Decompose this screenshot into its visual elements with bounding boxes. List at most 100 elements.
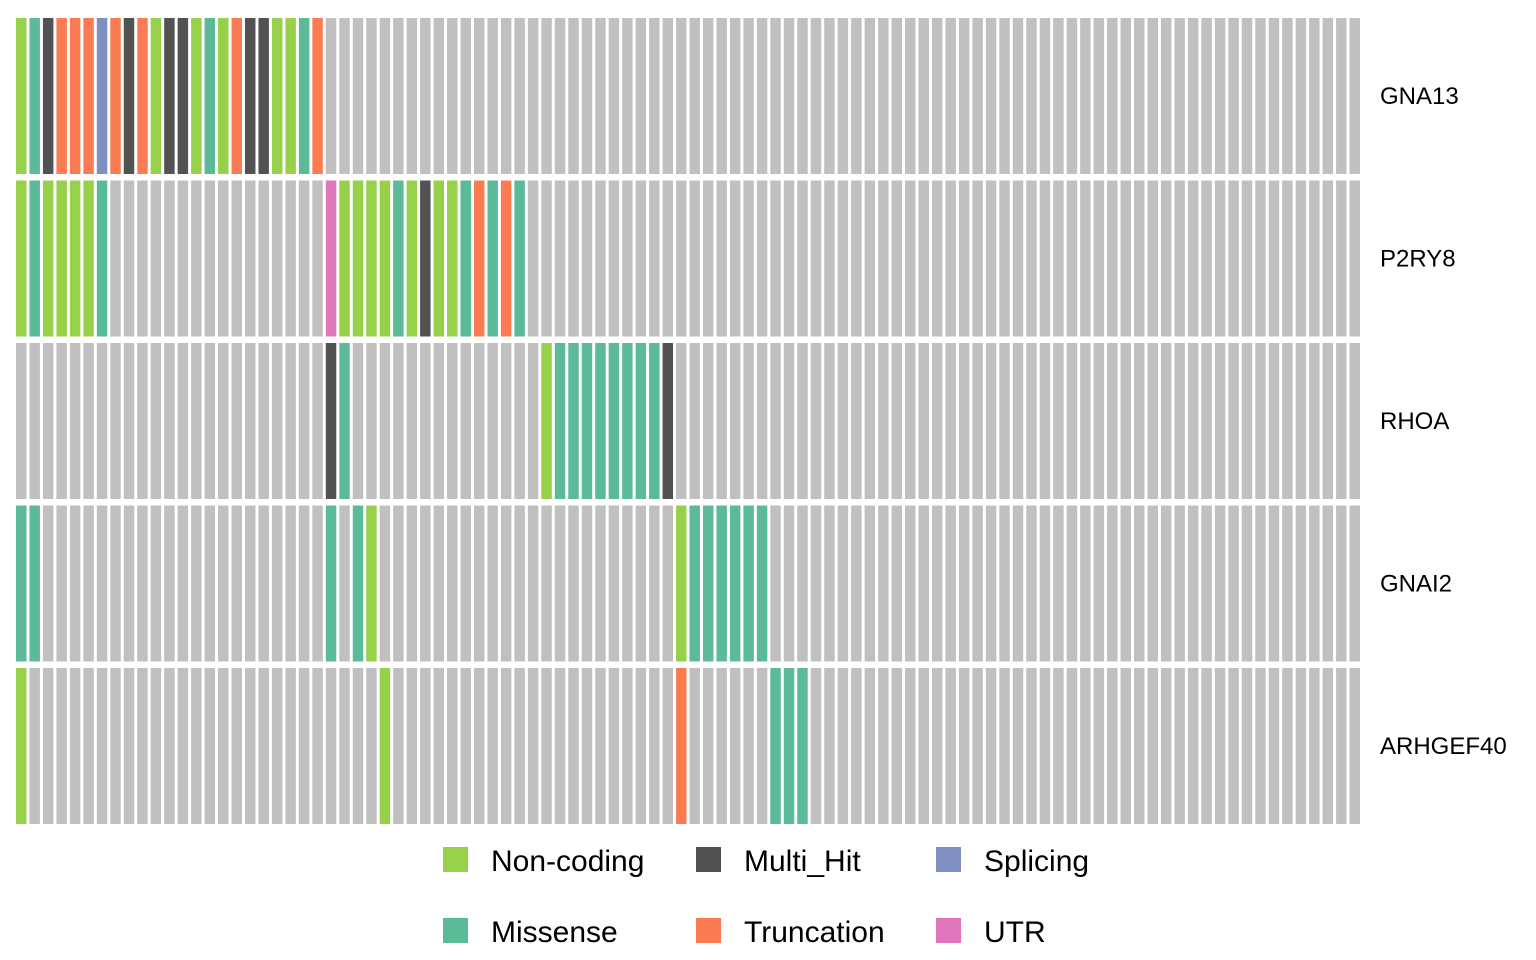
tile-gna13-7: [96, 18, 108, 174]
tile-gna13-89: [1201, 18, 1212, 174]
tile-p2ry8-99: [1336, 180, 1347, 337]
tile-gna13-55: [743, 18, 754, 174]
tile-p2ry8-65: [878, 180, 889, 337]
tile-gna13-72: [972, 18, 983, 174]
tile-arhgef40-40: [541, 668, 552, 824]
tile-rhoa-58: [783, 343, 795, 499]
tile-gnai2-32: [433, 505, 445, 662]
tile-arhgef40-95: [1282, 668, 1293, 824]
tile-p2ry8-76: [1026, 180, 1037, 337]
tile-rhoa-11: [150, 343, 162, 499]
tile-p2ry8-80: [1080, 180, 1091, 337]
tile-gna13-36: [487, 18, 498, 174]
tile-gna13-59: [797, 18, 808, 174]
tile-p2ry8-50: [676, 180, 687, 337]
tile-gna13-28: [379, 18, 391, 174]
tile-rhoa-20: [271, 343, 283, 499]
tile-p2ry8-45: [608, 180, 620, 337]
tile-gna13-14: [191, 18, 202, 174]
tile-p2ry8-1: [16, 180, 27, 337]
tile-gnai2-23: [312, 505, 323, 662]
tile-arhgef40-9: [123, 668, 135, 824]
tile-gna13-43: [581, 18, 593, 174]
tile-gna13-81: [1093, 18, 1105, 174]
tile-gnai2-64: [864, 505, 876, 662]
tile-gna13-27: [366, 18, 377, 174]
tile-gnai2-25: [339, 505, 350, 662]
tile-arhgef40-76: [1026, 668, 1037, 824]
tile-arhgef40-26: [352, 668, 364, 824]
tile-rhoa-68: [918, 343, 929, 499]
tile-arhgef40-15: [204, 668, 216, 824]
tile-arhgef40-32: [433, 668, 445, 824]
tile-rhoa-19: [258, 343, 269, 499]
tile-arhgef40-44: [595, 668, 606, 824]
tile-p2ry8-78: [1053, 180, 1064, 337]
tile-p2ry8-8: [110, 180, 121, 337]
tile-p2ry8-62: [837, 180, 849, 337]
tile-arhgef40-62: [837, 668, 849, 824]
tile-arhgef40-49: [662, 668, 674, 824]
tile-arhgef40-97: [1309, 668, 1320, 824]
tile-p2ry8-97: [1309, 180, 1320, 337]
tile-gna13-53: [716, 18, 727, 174]
tile-p2ry8-27: [366, 180, 377, 337]
tile-arhgef40-41: [554, 668, 566, 824]
tile-arhgef40-52: [702, 668, 714, 824]
gene-label-rhoa: RHOA: [1380, 408, 1449, 435]
tile-rhoa-95: [1282, 343, 1293, 499]
tile-gnai2-94: [1268, 505, 1280, 662]
tile-rhoa-13: [177, 343, 189, 499]
tile-p2ry8-53: [716, 180, 727, 337]
tile-p2ry8-60: [810, 180, 822, 337]
tile-gnai2-55: [743, 505, 754, 662]
tile-rhoa-26: [352, 343, 364, 499]
tile-p2ry8-54: [729, 180, 741, 337]
tile-arhgef40-12: [164, 668, 175, 824]
tile-rhoa-81: [1093, 343, 1105, 499]
tile-gnai2-73: [985, 505, 997, 662]
gene-label-gna13: GNA13: [1380, 83, 1459, 110]
tile-p2ry8-5: [69, 180, 81, 337]
tile-p2ry8-37: [500, 180, 512, 337]
tile-gnai2-70: [945, 505, 956, 662]
tile-p2ry8-68: [918, 180, 929, 337]
tile-gna13-98: [1322, 18, 1334, 174]
tile-arhgef40-70: [945, 668, 956, 824]
legend-swatch-splicing: [936, 847, 961, 872]
tile-p2ry8-81: [1093, 180, 1105, 337]
gene-label-arhgef40: ARHGEF40: [1380, 733, 1507, 760]
tile-gnai2-71: [958, 505, 970, 662]
tile-arhgef40-69: [931, 668, 943, 824]
tile-gna13-50: [676, 18, 687, 174]
tile-arhgef40-67: [905, 668, 916, 824]
tile-p2ry8-87: [1174, 180, 1185, 337]
tile-arhgef40-58: [783, 668, 795, 824]
tile-arhgef40-29: [393, 668, 404, 824]
tile-gna13-17: [231, 18, 242, 174]
tile-gna13-15: [204, 18, 216, 174]
tile-rhoa-46: [622, 343, 633, 499]
tile-rhoa-30: [406, 343, 418, 499]
tile-gnai2-26: [352, 505, 364, 662]
tile-gnai2-44: [595, 505, 606, 662]
tile-gna13-8: [110, 18, 121, 174]
tile-gna13-52: [702, 18, 714, 174]
legend-label-utr: UTR: [984, 916, 1046, 949]
tile-gna13-1: [16, 18, 27, 174]
tile-gna13-82: [1107, 18, 1118, 174]
tile-arhgef40-23: [312, 668, 323, 824]
tile-gnai2-58: [783, 505, 795, 662]
tile-p2ry8-23: [312, 180, 323, 337]
tile-gna13-83: [1120, 18, 1132, 174]
tile-rhoa-29: [393, 343, 404, 499]
tile-p2ry8-14: [191, 180, 202, 337]
tile-gna13-26: [352, 18, 364, 174]
tile-arhgef40-77: [1039, 668, 1051, 824]
legend-label-splicing: Splicing: [984, 845, 1089, 878]
tile-p2ry8-39: [527, 180, 539, 337]
tile-gnai2-78: [1053, 505, 1064, 662]
tile-gnai2-7: [96, 505, 108, 662]
tile-rhoa-51: [689, 343, 700, 499]
tile-arhgef40-46: [622, 668, 633, 824]
